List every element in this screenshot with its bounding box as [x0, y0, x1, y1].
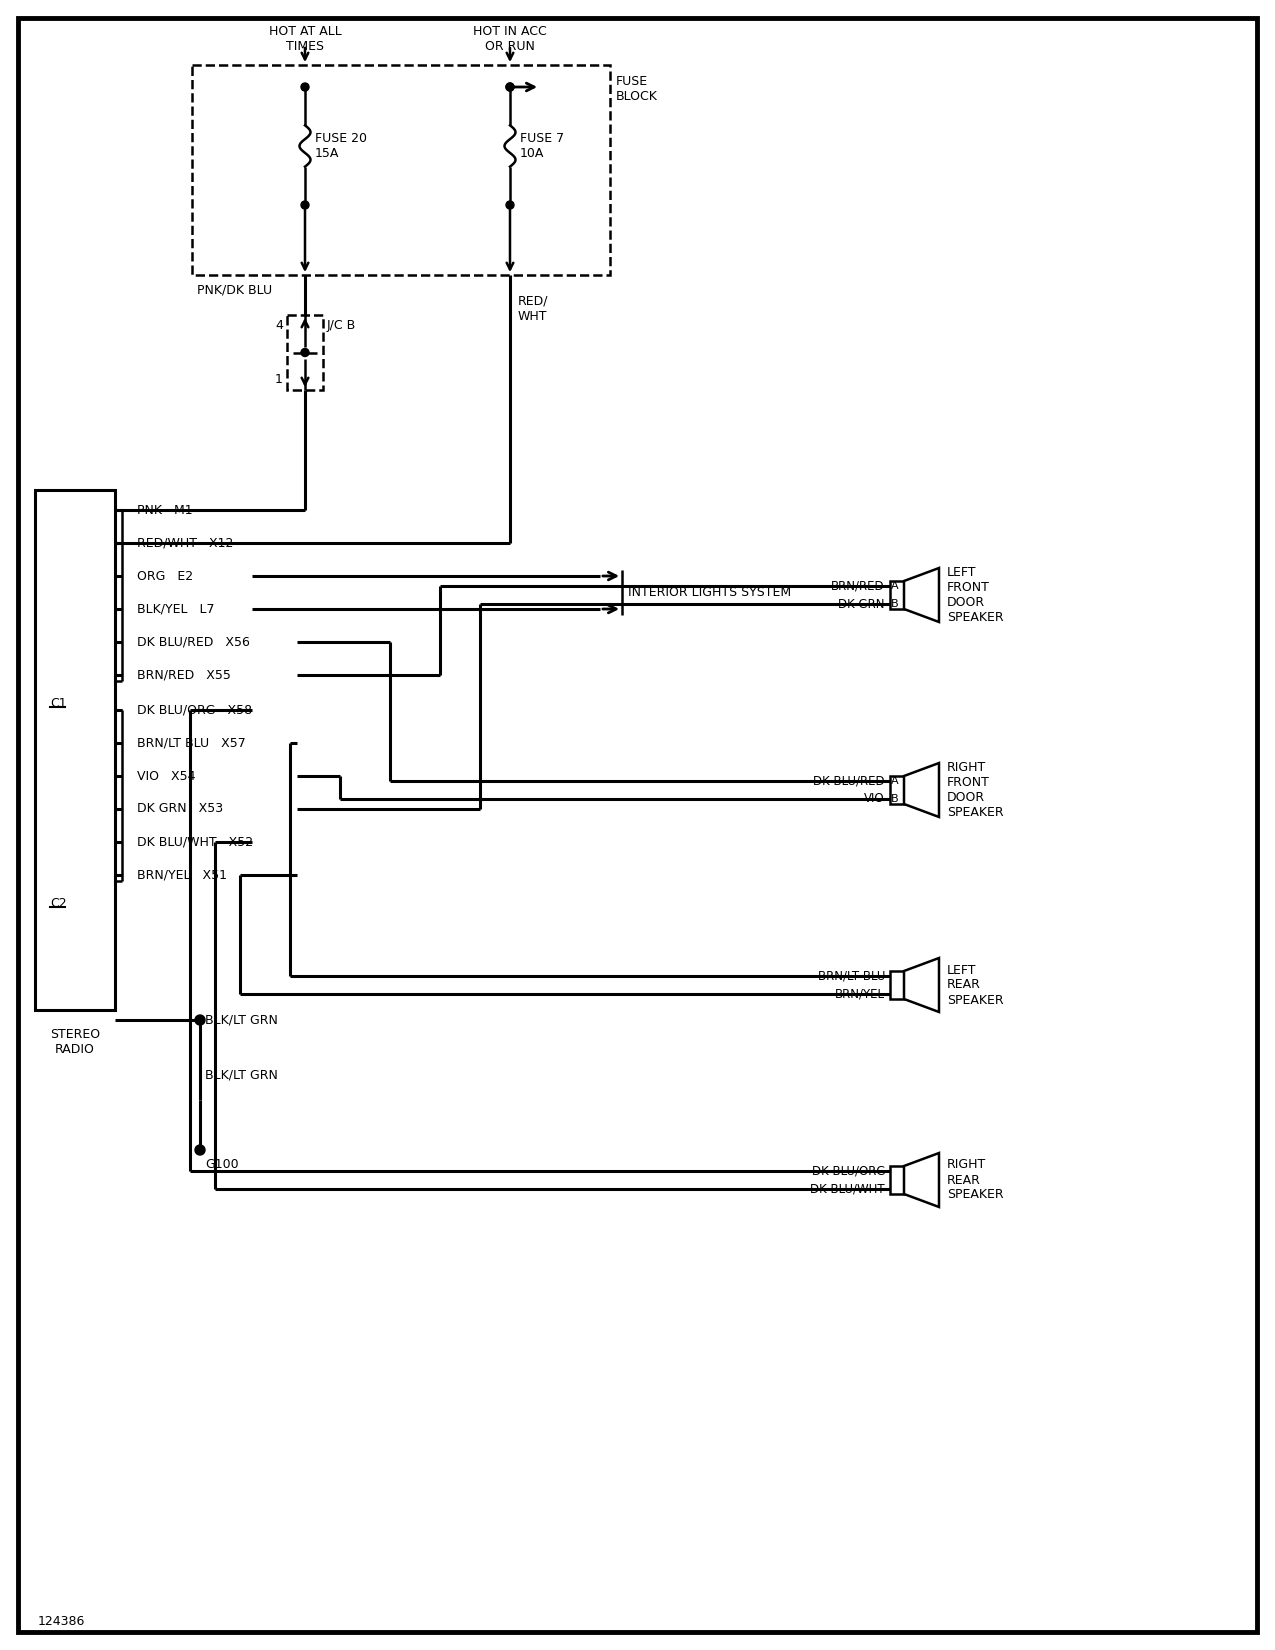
Text: DK GRN   X53: DK GRN X53 [136, 802, 223, 815]
FancyBboxPatch shape [193, 64, 609, 276]
Polygon shape [904, 762, 938, 817]
Text: DK GRN: DK GRN [839, 597, 885, 610]
Text: J/C B: J/C B [326, 318, 356, 332]
Circle shape [195, 1145, 205, 1155]
Bar [890, 1167, 904, 1195]
Text: LEFT
FRONT
DOOR
SPEAKER: LEFT FRONT DOOR SPEAKER [947, 566, 1003, 624]
Text: 124386: 124386 [38, 1615, 85, 1629]
Polygon shape [904, 568, 938, 622]
Text: DK BLU/ORG   X58: DK BLU/ORG X58 [136, 703, 252, 716]
Text: ORG   E2: ORG E2 [136, 569, 193, 582]
Bar [890, 776, 904, 804]
Text: 4: 4 [275, 318, 283, 332]
Bar [890, 581, 904, 609]
Text: BRN/RED: BRN/RED [831, 579, 885, 592]
Polygon shape [904, 959, 938, 1011]
Text: RED/
WHT: RED/ WHT [518, 295, 548, 323]
Text: HOT IN ACC
OR RUN: HOT IN ACC OR RUN [473, 25, 547, 53]
Text: DK BLU/WHT: DK BLU/WHT [811, 1183, 885, 1196]
Circle shape [301, 348, 309, 356]
Text: PNK/DK BLU: PNK/DK BLU [198, 284, 272, 297]
Text: FUSE 20
15A: FUSE 20 15A [315, 132, 367, 160]
Text: C2: C2 [50, 898, 66, 911]
Text: RIGHT
FRONT
DOOR
SPEAKER: RIGHT FRONT DOOR SPEAKER [947, 761, 1003, 818]
Text: VIO   X54: VIO X54 [136, 769, 195, 782]
Text: G100: G100 [205, 1158, 238, 1172]
Text: DK BLU/RED: DK BLU/RED [813, 774, 885, 787]
Text: A: A [891, 776, 899, 785]
Text: BRN/LT BLU: BRN/LT BLU [817, 970, 885, 982]
Text: A: A [891, 581, 899, 591]
Text: BLK/LT GRN: BLK/LT GRN [205, 1069, 278, 1081]
Text: DK BLU/WHT   X52: DK BLU/WHT X52 [136, 835, 254, 848]
Circle shape [301, 82, 309, 91]
Text: FUSE 7
10A: FUSE 7 10A [520, 132, 564, 160]
Bar [34, 490, 115, 1010]
Text: STEREO
RADIO: STEREO RADIO [50, 1028, 99, 1056]
Text: B: B [891, 599, 899, 609]
Text: HOT AT ALL
TIMES: HOT AT ALL TIMES [269, 25, 342, 53]
Polygon shape [904, 1153, 938, 1208]
Circle shape [506, 82, 514, 91]
Text: BLK/LT GRN: BLK/LT GRN [205, 1013, 278, 1026]
Text: FUSE
BLOCK: FUSE BLOCK [616, 74, 658, 102]
Text: 1: 1 [275, 373, 283, 386]
Circle shape [506, 201, 514, 210]
Text: RED/WHT   X12: RED/WHT X12 [136, 536, 233, 549]
Circle shape [301, 201, 309, 210]
Text: INTERIOR LIGHTS SYSTEM: INTERIOR LIGHTS SYSTEM [629, 586, 790, 599]
Text: PNK   M1: PNK M1 [136, 503, 193, 516]
Text: LEFT
REAR
SPEAKER: LEFT REAR SPEAKER [947, 964, 1003, 1006]
Text: BRN/YEL: BRN/YEL [835, 987, 885, 1000]
Text: BLK/YEL   L7: BLK/YEL L7 [136, 602, 214, 615]
Circle shape [506, 82, 514, 91]
FancyBboxPatch shape [287, 315, 323, 389]
Text: DK BLU/RED   X56: DK BLU/RED X56 [136, 635, 250, 648]
Bar [890, 970, 904, 998]
Text: BRN/RED   X55: BRN/RED X55 [136, 668, 231, 681]
Text: C1: C1 [50, 696, 66, 710]
Text: RIGHT
REAR
SPEAKER: RIGHT REAR SPEAKER [947, 1158, 1003, 1201]
Text: VIO: VIO [864, 792, 885, 805]
Text: BRN/YEL   X51: BRN/YEL X51 [136, 868, 227, 881]
Circle shape [195, 1015, 205, 1025]
Text: BRN/LT BLU   X57: BRN/LT BLU X57 [136, 736, 246, 749]
Text: DK BLU/ORG: DK BLU/ORG [811, 1165, 885, 1178]
Text: B: B [891, 794, 899, 804]
